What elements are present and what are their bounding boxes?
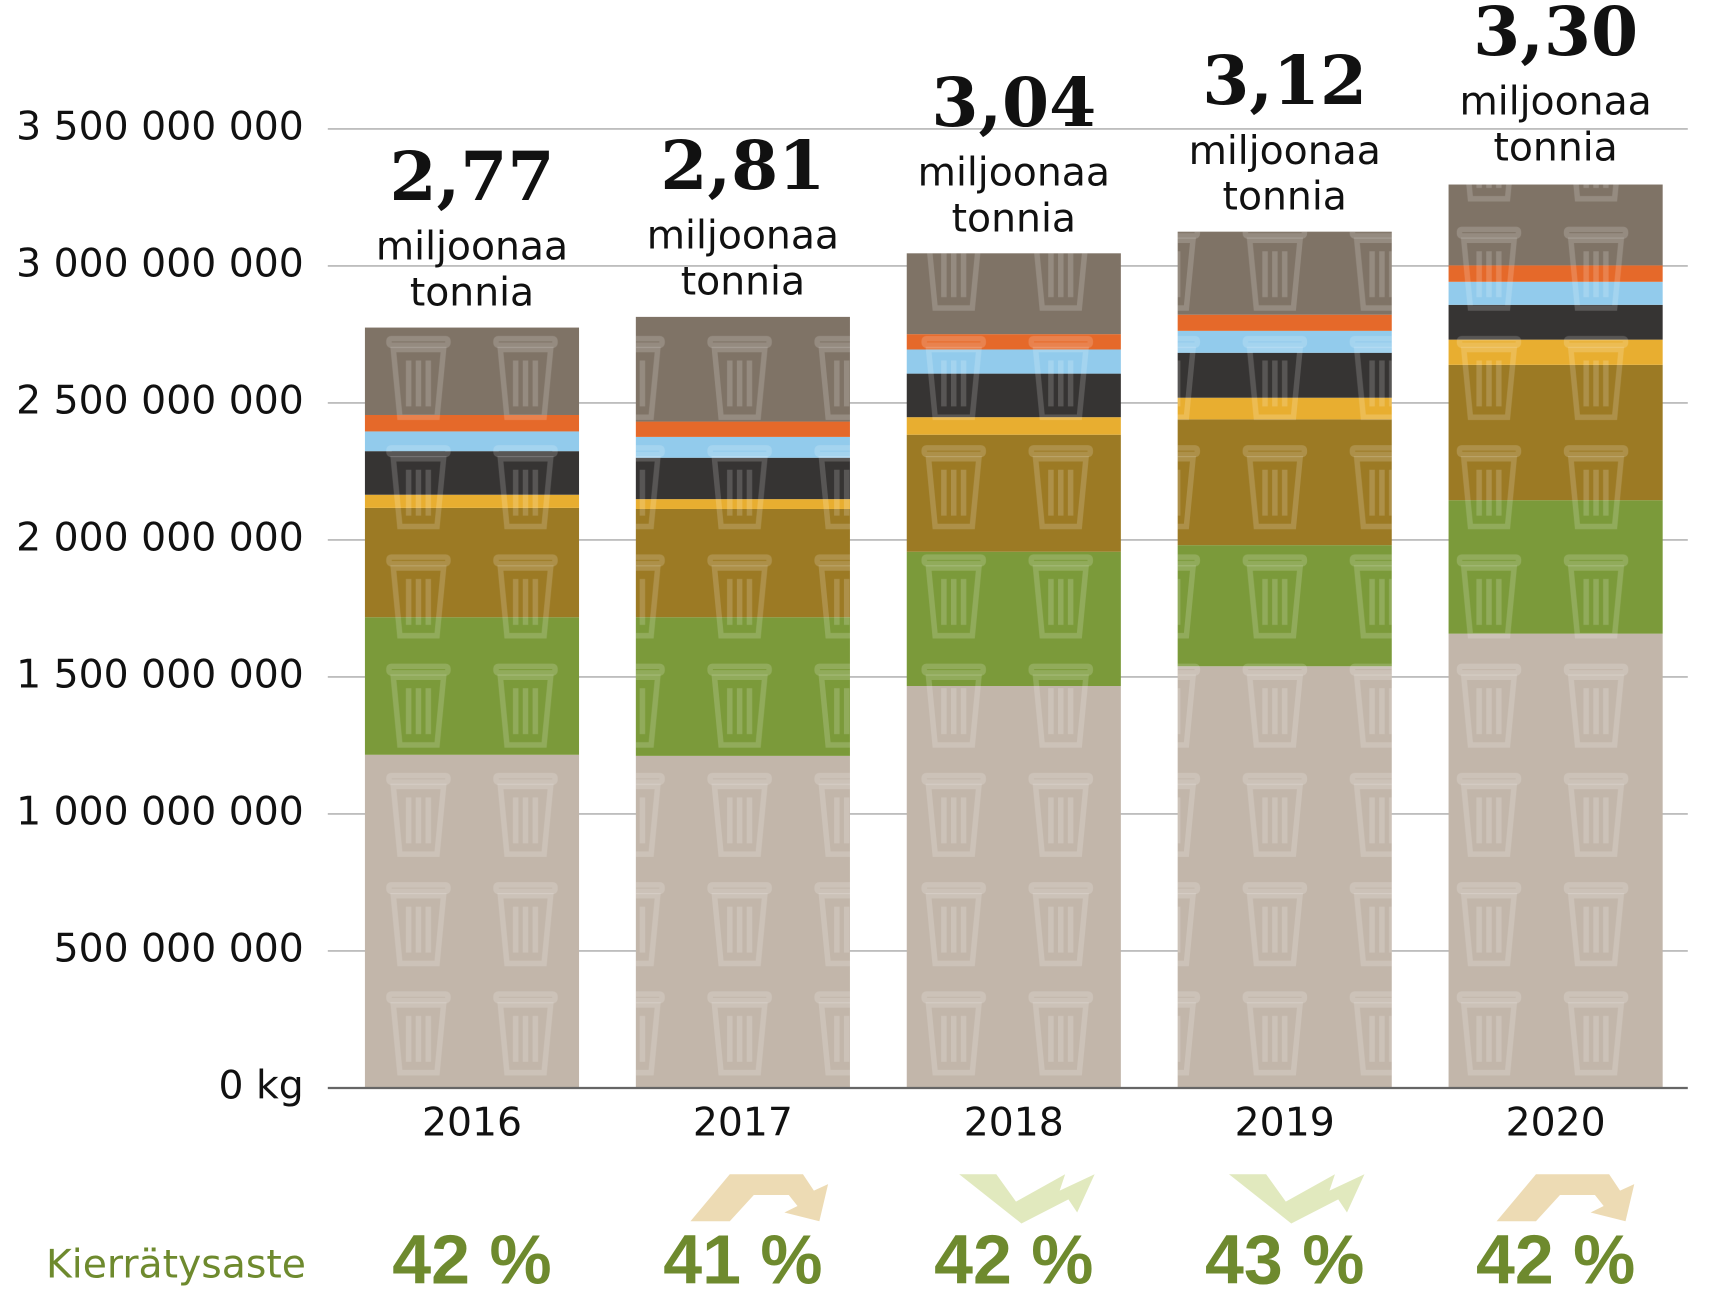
trend-arrows — [690, 1174, 1634, 1223]
total-unit: miljoonaa — [1189, 129, 1381, 174]
x-tick-label: 2018 — [964, 1101, 1064, 1146]
y-tick-label: 2 500 000 000 — [16, 378, 304, 423]
recycling-rate: 42 % — [934, 1220, 1093, 1289]
total-unit: miljoonaa — [376, 225, 568, 270]
chart: Kierrätysaste 0 kg 500 000 000 1 000 000 0… — [0, 0, 1713, 1289]
page: Kierrätysaste 0 kg 500 000 000 1 000 000 0… — [0, 0, 1713, 1289]
total-unit: miljoonaa — [647, 214, 839, 259]
recycling-rate: 41 % — [663, 1220, 822, 1289]
total-label: 3,12 — [1202, 40, 1367, 120]
bar-pattern — [907, 253, 1121, 1088]
total-label: 3,30 — [1473, 0, 1638, 71]
y-tick-label: 3 500 000 000 — [16, 104, 304, 149]
arrow — [690, 1174, 828, 1221]
total-unit: tonnia — [1223, 175, 1347, 220]
total-unit: tonnia — [410, 271, 534, 316]
arrow — [1229, 1174, 1364, 1223]
x-tick-label: 2016 — [422, 1101, 522, 1146]
bar-pattern — [1449, 185, 1663, 1088]
recycling-rate: 42 % — [1476, 1220, 1635, 1289]
y-tick-label: 0 kg — [219, 1064, 304, 1109]
total-unit: tonnia — [1493, 125, 1617, 170]
y-tick-label: 3 000 000 000 — [16, 241, 304, 286]
bars — [365, 185, 1663, 1088]
arrow — [959, 1174, 1094, 1223]
total-unit: miljoonaa — [918, 151, 1110, 196]
total-unit: tonnia — [952, 197, 1076, 242]
y-tick-label: 500 000 000 — [54, 926, 304, 971]
total-unit: miljoonaa — [1459, 79, 1651, 124]
total-label: 2,77 — [390, 136, 555, 216]
arrow — [1497, 1174, 1635, 1221]
recycling-rate: 42 % — [392, 1220, 551, 1289]
y-tick-label: 2 000 000 000 — [16, 515, 304, 560]
y-tick-label: 1 000 000 000 — [16, 789, 304, 834]
recycling-rate: 43 % — [1205, 1220, 1364, 1289]
total-label: 3,04 — [931, 62, 1096, 142]
x-tick-label: 2020 — [1506, 1101, 1606, 1146]
bar-pattern — [1178, 232, 1392, 1088]
bar-pattern — [636, 317, 850, 1088]
y-tick-label: 1 500 000 000 — [16, 652, 304, 697]
total-label: 2,81 — [660, 125, 825, 205]
bar-pattern — [365, 328, 579, 1088]
recycling-label: Kierrätysaste — [46, 1243, 306, 1288]
x-tick-label: 2019 — [1235, 1101, 1335, 1146]
x-tick-label: 2017 — [693, 1101, 793, 1146]
total-unit: tonnia — [681, 260, 805, 305]
